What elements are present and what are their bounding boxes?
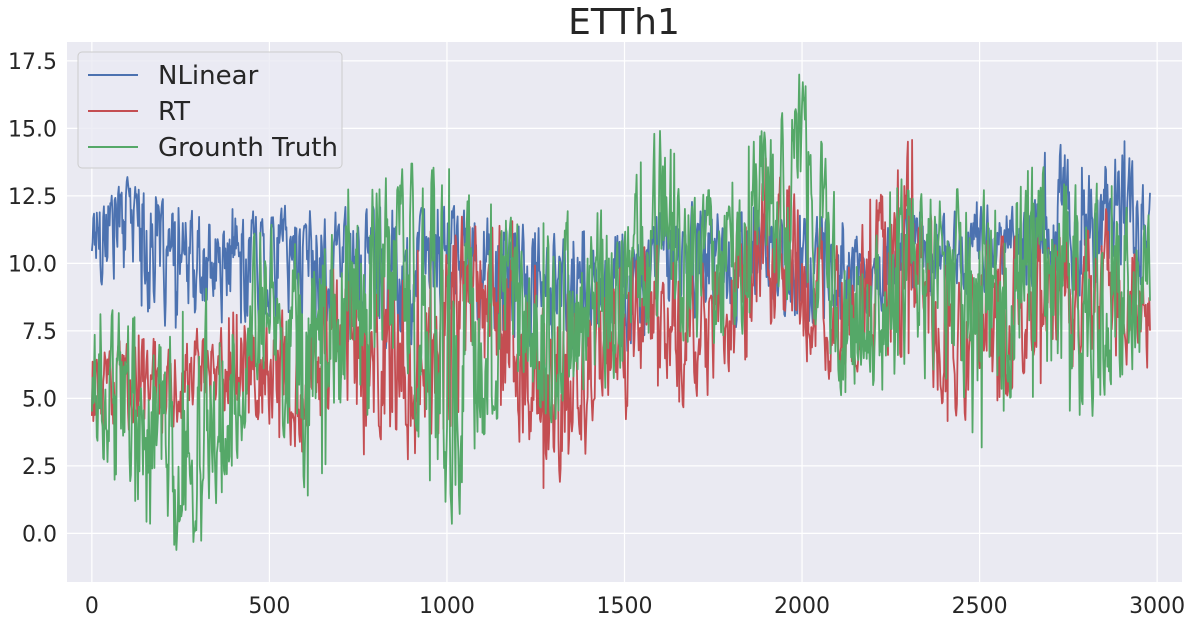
x-tick-label: 0 bbox=[85, 594, 99, 619]
x-tick-label: 3000 bbox=[1129, 594, 1185, 619]
legend-label: NLinear bbox=[158, 61, 259, 91]
series-layer bbox=[91, 73, 1151, 551]
legend-box bbox=[77, 51, 343, 169]
legend-label: RT bbox=[158, 97, 190, 127]
legend: NLinear RT Grounth Truth bbox=[77, 51, 343, 169]
legend-label: Grounth Truth bbox=[158, 133, 338, 163]
x-tick-labels: 0 500 1000 1500 2000 2500 3000 bbox=[85, 594, 1185, 619]
x-tick-label: 1500 bbox=[597, 594, 653, 619]
y-tick-label: 17.5 bbox=[8, 50, 57, 75]
y-tick-label: 12.5 bbox=[8, 185, 57, 210]
y-tick-label: 15.0 bbox=[8, 117, 57, 142]
y-tick-label: 2.5 bbox=[22, 455, 57, 480]
y-tick-label: 5.0 bbox=[22, 387, 57, 412]
series-line-grounth-truth bbox=[91, 73, 1151, 551]
legend-entries: NLinear RT Grounth Truth bbox=[88, 61, 338, 163]
x-tick-label: 1000 bbox=[419, 594, 475, 619]
y-tick-labels: 0.0 2.5 5.0 7.5 10.0 12.5 15.0 17.5 bbox=[8, 50, 57, 548]
x-tick-label: 500 bbox=[248, 594, 290, 619]
chart-title: ETTh1 bbox=[568, 2, 680, 43]
y-tick-label: 0.0 bbox=[22, 522, 57, 547]
x-tick-label: 2500 bbox=[952, 594, 1008, 619]
y-tick-label: 10.0 bbox=[8, 252, 57, 277]
y-tick-label: 7.5 bbox=[22, 320, 57, 345]
x-tick-label: 2000 bbox=[774, 594, 830, 619]
